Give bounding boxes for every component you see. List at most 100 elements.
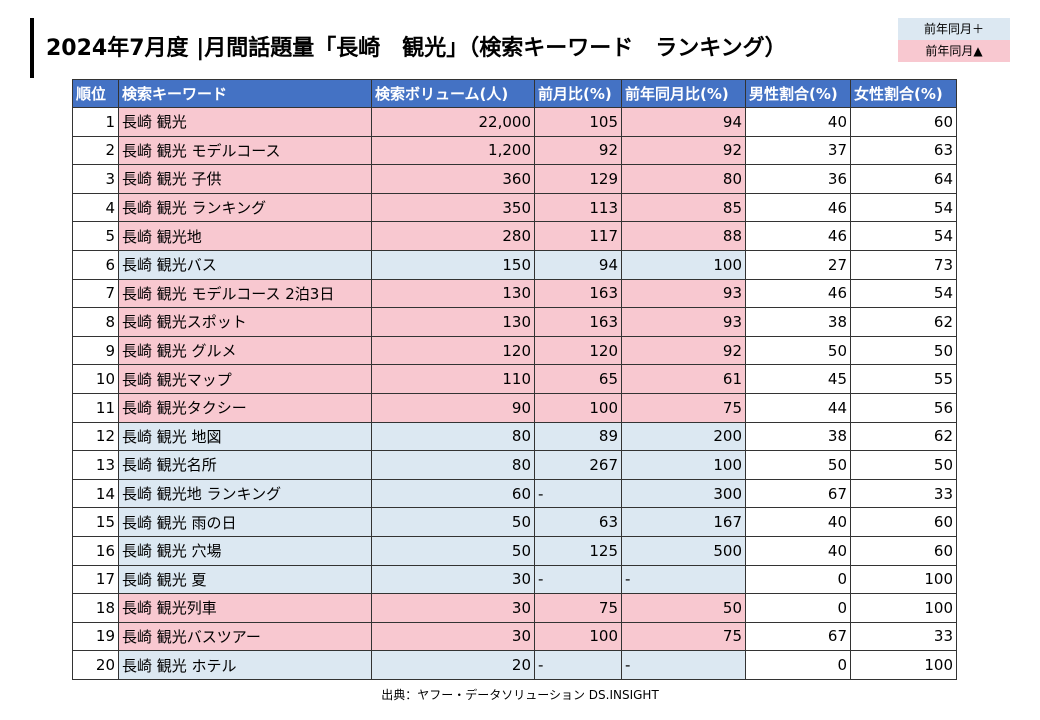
cell-rank: 13 bbox=[72, 450, 119, 480]
header-female: 女性割合(%) bbox=[850, 79, 957, 108]
cell-volume: 80 bbox=[371, 421, 535, 452]
cell-keyword: 長崎 観光スポット bbox=[118, 307, 372, 337]
cell-rank: 17 bbox=[72, 564, 119, 595]
cell-mom: 117 bbox=[534, 221, 622, 251]
cell-female: 56 bbox=[850, 392, 957, 423]
cell-keyword: 長崎 観光バス bbox=[118, 249, 372, 280]
cell-keyword: 長崎 観光 ランキング bbox=[118, 192, 372, 223]
cell-mom: 163 bbox=[534, 278, 622, 309]
cell-keyword: 長崎 観光 モデルコース 2泊3日 bbox=[118, 278, 372, 309]
cell-yoy: 75 bbox=[621, 621, 746, 652]
cell-keyword: 長崎 観光 ホテル bbox=[118, 650, 372, 680]
table-header-row: 順位 検索キーワード 検索ボリューム(人) 前月比(%) 前年同月比(%) 男性… bbox=[72, 79, 957, 108]
cell-female: 54 bbox=[850, 221, 957, 251]
cell-male: 0 bbox=[745, 650, 851, 680]
cell-male: 0 bbox=[745, 564, 851, 595]
cell-volume: 20 bbox=[371, 650, 535, 680]
table-row: 13 長崎 観光名所 80 267 100 50 50 bbox=[72, 450, 957, 480]
source-note: 出典：ヤフー・データソリューション DS.INSIGHT bbox=[381, 688, 659, 702]
cell-female: 100 bbox=[850, 593, 957, 623]
cell-volume: 130 bbox=[371, 278, 535, 309]
table-row: 17 長崎 観光 夏 30- -0 100 bbox=[72, 564, 957, 595]
cell-mom: 113 bbox=[534, 192, 622, 223]
cell-female: 60 bbox=[850, 507, 957, 537]
cell-volume: 30 bbox=[371, 564, 535, 595]
cell-yoy: 100 bbox=[621, 249, 746, 280]
cell-volume: 110 bbox=[371, 364, 535, 394]
cell-mom: 100 bbox=[534, 392, 622, 423]
cell-volume: 280 bbox=[371, 221, 535, 251]
cell-male: 27 bbox=[745, 249, 851, 280]
cell-volume: 150 bbox=[371, 249, 535, 280]
cell-male: 40 bbox=[745, 507, 851, 537]
cell-keyword: 長崎 観光 穴場 bbox=[118, 535, 372, 566]
cell-yoy: 300 bbox=[621, 478, 746, 509]
cell-keyword: 長崎 観光地 bbox=[118, 221, 372, 251]
cell-rank: 18 bbox=[72, 593, 119, 623]
cell-yoy: - bbox=[621, 564, 746, 595]
cell-male: 40 bbox=[745, 107, 851, 137]
table-row: 10 長崎 観光マップ 110 65 61 45 55 bbox=[72, 364, 957, 394]
cell-mom: 125 bbox=[534, 535, 622, 566]
cell-mom: 163 bbox=[534, 307, 622, 337]
cell-rank: 16 bbox=[72, 535, 119, 566]
table-row: 11 長崎 観光タクシー 90 100 75 44 56 bbox=[72, 392, 957, 423]
cell-volume: 30 bbox=[371, 621, 535, 652]
table-row: 6 長崎 観光バス 150 94 100 27 73 bbox=[72, 249, 957, 280]
cell-volume: 50 bbox=[371, 507, 535, 537]
cell-male: 67 bbox=[745, 621, 851, 652]
cell-female: 50 bbox=[850, 450, 957, 480]
cell-female: 50 bbox=[850, 335, 957, 366]
cell-volume: 90 bbox=[371, 392, 535, 423]
header-rank: 順位 bbox=[72, 79, 119, 108]
cell-mom: 65 bbox=[534, 364, 622, 394]
cell-mom: 120 bbox=[534, 335, 622, 366]
cell-yoy: 100 bbox=[621, 450, 746, 480]
header-volume: 検索ボリューム(人) bbox=[371, 79, 535, 108]
cell-male: 44 bbox=[745, 392, 851, 423]
cell-yoy: - bbox=[621, 650, 746, 680]
legend: 前年同月＋ 前年同月▲ bbox=[898, 18, 1010, 62]
cell-female: 62 bbox=[850, 421, 957, 452]
cell-rank: 12 bbox=[72, 421, 119, 452]
cell-mom: 89 bbox=[534, 421, 622, 452]
title-accent-bar bbox=[30, 18, 34, 78]
cell-yoy: 75 bbox=[621, 392, 746, 423]
cell-rank: 4 bbox=[72, 192, 119, 223]
cell-male: 36 bbox=[745, 164, 851, 194]
cell-rank: 15 bbox=[72, 507, 119, 537]
cell-male: 38 bbox=[745, 307, 851, 337]
cell-yoy: 50 bbox=[621, 593, 746, 623]
cell-yoy: 200 bbox=[621, 421, 746, 452]
cell-volume: 50 bbox=[371, 535, 535, 566]
cell-volume: 22,000 bbox=[371, 107, 535, 137]
table-row: 15 長崎 観光 雨の日 50 63 167 40 60 bbox=[72, 507, 957, 537]
cell-yoy: 500 bbox=[621, 535, 746, 566]
cell-volume: 350 bbox=[371, 192, 535, 223]
cell-female: 62 bbox=[850, 307, 957, 337]
cell-male: 50 bbox=[745, 450, 851, 480]
cell-male: 46 bbox=[745, 221, 851, 251]
table-row: 8 長崎 観光スポット 130 163 93 38 62 bbox=[72, 307, 957, 337]
cell-female: 54 bbox=[850, 192, 957, 223]
cell-keyword: 長崎 観光 グルメ bbox=[118, 335, 372, 366]
cell-volume: 360 bbox=[371, 164, 535, 194]
cell-mom: 100 bbox=[534, 621, 622, 652]
keyword-ranking-table: 順位 検索キーワード 検索ボリューム(人) 前月比(%) 前年同月比(%) 男性… bbox=[72, 79, 957, 680]
cell-yoy: 167 bbox=[621, 507, 746, 537]
cell-yoy: 80 bbox=[621, 164, 746, 194]
table-row: 18 長崎 観光列車 30 75 50 0 100 bbox=[72, 593, 957, 623]
cell-male: 67 bbox=[745, 478, 851, 509]
cell-keyword: 長崎 観光 モデルコース bbox=[118, 135, 372, 166]
header-keyword: 検索キーワード bbox=[118, 79, 372, 108]
cell-yoy: 92 bbox=[621, 135, 746, 166]
cell-keyword: 長崎 観光列車 bbox=[118, 593, 372, 623]
cell-rank: 14 bbox=[72, 478, 119, 509]
cell-keyword: 長崎 観光タクシー bbox=[118, 392, 372, 423]
table-row: 5 長崎 観光地 280 117 88 46 54 bbox=[72, 221, 957, 251]
cell-male: 46 bbox=[745, 192, 851, 223]
table-row: 2 長崎 観光 モデルコース 1,200 92 92 37 63 bbox=[72, 135, 957, 166]
table-row: 4 長崎 観光 ランキング 350 113 85 46 54 bbox=[72, 192, 957, 223]
table-row: 14 長崎 観光地 ランキング 60-300 67 33 bbox=[72, 478, 957, 509]
cell-mom: 105 bbox=[534, 107, 622, 137]
